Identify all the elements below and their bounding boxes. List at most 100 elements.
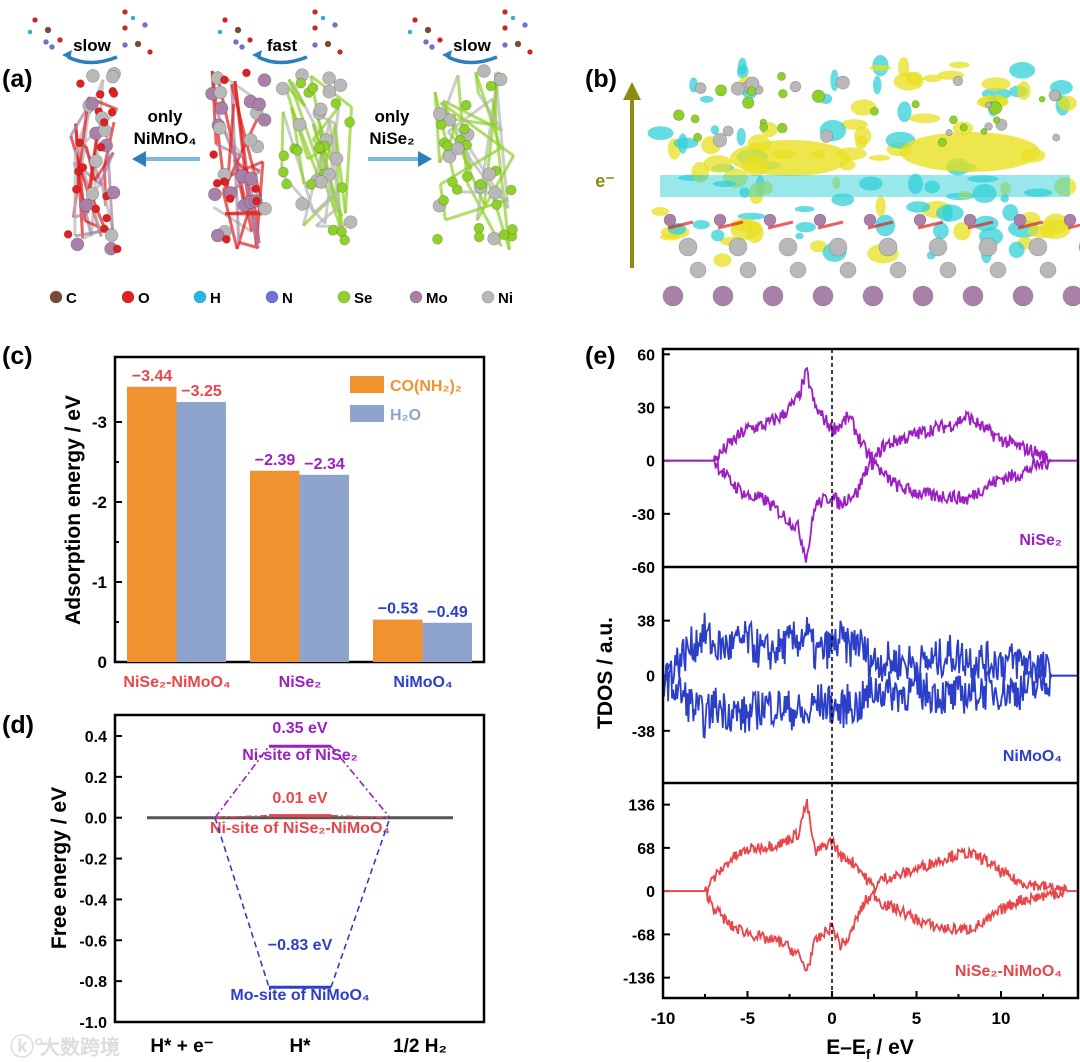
atom-mo (662, 285, 684, 307)
legend-swatch (350, 376, 384, 393)
atom-surface (937, 137, 947, 147)
atom-surface (869, 106, 879, 116)
atom-mo (106, 185, 121, 200)
atom-surface (690, 114, 700, 124)
atom (412, 17, 418, 23)
plot-frame (661, 347, 1080, 1000)
tdos-curve-spin-up (662, 612, 1077, 687)
atom-o (225, 194, 235, 203)
category-label: NiSe₂ (279, 674, 322, 691)
atom-mo (663, 213, 677, 227)
atom-surface (715, 84, 727, 97)
atom-surface (980, 128, 988, 135)
charge-accumulation-region (730, 140, 850, 176)
atom-surface (984, 101, 992, 109)
energy-value-label: 0.01 eV (272, 790, 327, 807)
atom-ni (86, 69, 100, 83)
curved-arrow-line (447, 55, 498, 65)
atom (233, 39, 239, 45)
y-tick-label: 0.2 (85, 770, 107, 787)
atom-surface (730, 81, 745, 96)
bond (456, 190, 489, 195)
atom-se (507, 224, 518, 235)
panel-d-free-energy-diagram: 0.4 0.2 0.0 -0.2 -0.4 -0.6 -0.8 -1.0 Free energy… (40, 713, 486, 1059)
right-arrow-shaft (368, 157, 423, 161)
atom-surface (1048, 89, 1061, 102)
bar-value-label: −2.39 (255, 452, 296, 469)
connector-line (214, 745, 391, 819)
atom (320, 15, 326, 21)
reaction-rate-label: slow (73, 36, 112, 55)
charge-density-lobe (660, 233, 680, 241)
tdos-subplot-2: 136 68 0 -68 -136 NiSe₂-NiMoO₄ (623, 798, 1077, 988)
charge-density-lobe (875, 214, 896, 237)
atom-mo (912, 285, 934, 307)
bond (104, 119, 115, 230)
atom-mo (85, 96, 99, 111)
atom-o (109, 89, 119, 98)
atom (122, 25, 128, 31)
left-arrow-label-phase: NiMnO₄ (134, 129, 197, 148)
atom-ni (493, 72, 508, 87)
atom-ni (488, 185, 502, 200)
bond (98, 151, 115, 185)
legend-atom-mo (409, 290, 423, 304)
subplot-legend-label: NiMoO₄ (1003, 748, 1062, 765)
bond (333, 127, 347, 214)
charge-density-lobe (933, 222, 949, 240)
charge-density-lobe (868, 154, 891, 161)
site-label: Ni-site of NiSe₂ (242, 747, 358, 764)
x-tick-label: -10 (651, 1009, 676, 1028)
tdos-curve-spin-down (662, 662, 1077, 739)
charge-density-lobe (713, 253, 732, 268)
atom-surface (1038, 95, 1046, 103)
curved-arrow-line (67, 55, 118, 65)
adsorbate-molecules (217, 9, 343, 55)
atom-mo (862, 285, 884, 307)
subplot-legend-label: NiSe₂-NiMoO₄ (955, 963, 1062, 980)
charge-density-lobe (703, 155, 733, 173)
atom-ni (105, 69, 120, 84)
atom-se (432, 233, 443, 245)
atom-surface (959, 123, 968, 132)
atom-o (252, 196, 261, 206)
atom-o (63, 230, 73, 239)
atom-ni (85, 186, 100, 201)
atom (49, 44, 55, 50)
atom-surface (778, 89, 788, 99)
atom (429, 44, 435, 50)
charge-density-lobe (949, 61, 970, 69)
atom-se (327, 225, 339, 236)
legend-atom-o (121, 290, 135, 304)
atom-se (339, 234, 350, 246)
atom-se (485, 80, 497, 92)
bond (281, 111, 316, 214)
atom-mo (252, 97, 266, 112)
legend-label-mo: Mo (426, 290, 448, 307)
atom-ni (839, 261, 857, 279)
site-label: Mo-site of NiMoO₄ (230, 987, 369, 1004)
atom-mo (863, 213, 877, 227)
atom-surface (673, 109, 685, 121)
charge-density-difference-map (647, 54, 1080, 307)
atom-mo (1062, 285, 1080, 307)
charge-density-lobe (737, 57, 747, 75)
bar-urea (373, 619, 423, 662)
atom (514, 40, 522, 48)
atom (324, 40, 332, 48)
atom (312, 25, 318, 31)
charge-density-lobe (673, 137, 699, 149)
legend-swatch (350, 405, 384, 422)
atom-ni (678, 237, 698, 257)
atom-mo (962, 285, 984, 307)
atom-se (438, 195, 449, 206)
atom-ni (450, 141, 465, 156)
right-arrow-label-phase: NiSe₂ (369, 129, 414, 148)
atom-surface (776, 122, 788, 134)
bond (477, 92, 504, 132)
y-axis-label: Adsorption energy / eV (62, 395, 85, 625)
atom-mo (713, 213, 727, 227)
energy-value-label: 0.35 eV (272, 720, 327, 737)
charge-density-lobe (1009, 62, 1036, 79)
bond (1067, 223, 1080, 230)
